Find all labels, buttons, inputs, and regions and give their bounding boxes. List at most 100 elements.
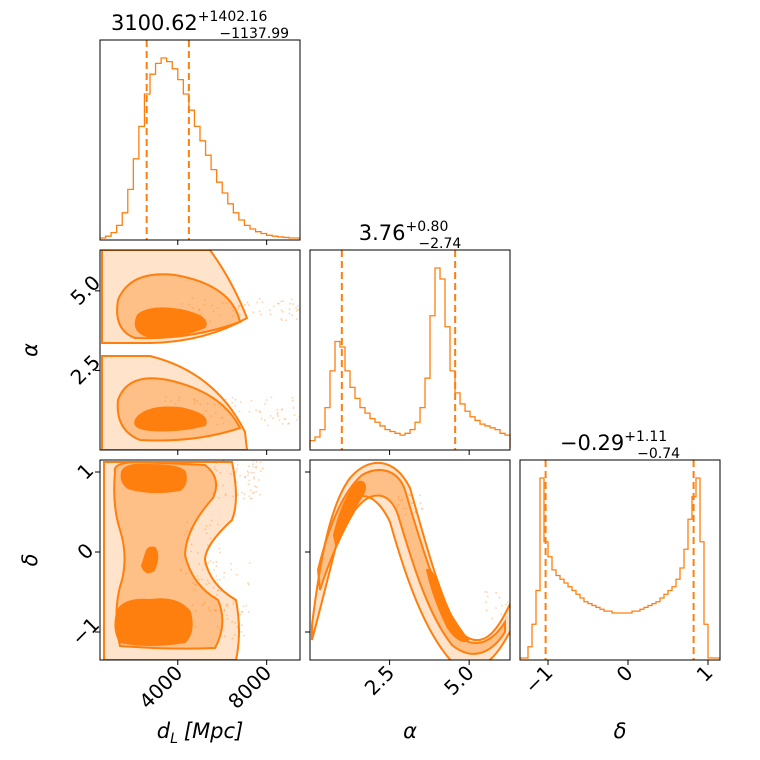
scatter-point [398,503,400,506]
scatter-point [225,605,228,608]
scatter-point [317,312,319,314]
scatter-point [320,420,322,422]
scatter-point [301,304,303,306]
scatter-point [501,605,503,607]
scatter-point [229,472,232,475]
scatter-point [244,303,246,306]
scatter-point [512,608,514,610]
scatter-point [225,603,228,605]
scatter-point [201,568,204,571]
scatter-point [293,414,296,416]
scatter-point [258,310,261,313]
scatter-point [223,608,226,611]
scatter-point [288,422,290,425]
scatter-point [246,470,249,473]
contour-inner-delta-alpha-lower [425,568,470,643]
scatter-point [269,313,272,316]
scatter-point [237,305,240,308]
scatter-point [512,580,514,582]
scatter-point [259,470,262,472]
panel-delta-vs-dL: 4000 8000 −1 0 1 [66,458,301,714]
scatter-point [213,569,215,571]
scatter-point [272,417,274,420]
scatter-point [317,421,319,423]
scatter-point [215,593,218,596]
scatter-point [212,310,215,313]
scatter-point [210,519,213,522]
scatter-point [295,309,298,312]
scatter-point [241,491,243,494]
scatter-point [164,400,167,402]
scatter-point [313,400,315,402]
scatter-point [209,609,211,612]
scatter-point [191,306,194,309]
scatter-point [258,410,261,413]
scatter-point [230,562,232,565]
scatter-point [208,582,210,585]
xtick-label-alpha: 2.5 [360,661,399,700]
scatter-point [217,589,220,591]
scatter-point [194,583,197,586]
scatter-point [267,424,269,427]
panel-alpha-vs-dL: 2.5 5.0 [66,249,341,455]
scatter-point [282,300,285,303]
scatter-point [292,303,295,305]
scatter-point [254,485,257,488]
scatter-point [327,314,329,316]
scatter-point [258,297,261,300]
scatter-point [486,595,489,598]
scatter-point [276,413,279,416]
scatter-point [203,299,206,301]
scatter-point [399,499,402,502]
scatter-point [326,302,328,304]
scatter-point [278,419,281,422]
scatter-point [232,602,235,605]
frame-dL-histogram [99,39,301,241]
scatter-point [237,307,240,310]
scatter-point [333,398,335,400]
scatter-point [206,402,209,405]
ytick-label-alpha: 2.5 [66,350,105,389]
scatter-point [328,420,330,422]
scatter-point [223,408,226,411]
scatter-point [170,400,173,402]
scatter-point [268,309,271,312]
scatter-point [495,591,497,594]
scatter-point [231,620,234,623]
scatter-point [248,479,251,482]
scatter-point [164,396,167,399]
scatter-point [226,604,229,607]
scatter-point [222,422,225,425]
frame-delta-vs-alpha [309,459,511,661]
scatter-point [253,491,255,494]
scatter-point [209,320,212,323]
scatter-point [289,302,291,305]
scatter-point [321,319,323,321]
xtick-label-alpha: 5.0 [439,661,478,700]
scatter-point [209,537,212,540]
xlabel-delta: δ [614,719,627,743]
panel-dL-histogram: 3100.62+1402.16 −1137.99 [99,9,301,245]
xtick-label-dL: 8000 [223,661,276,714]
scatter-point [223,610,226,612]
scatter-point [302,307,304,309]
frame-alpha-vs-dL [99,249,301,451]
scatter-point [236,468,238,470]
ylabel-alpha: α [18,343,42,357]
scatter-point [231,637,234,640]
scatter-point [248,465,250,468]
scatter-point [214,412,217,415]
scatter-point [210,304,213,307]
xtick-label-delta: −1 [520,661,558,699]
scatter-point [193,402,196,405]
scatter-point [215,575,218,577]
title-delta: −0.29+1.11 −0.74 [560,429,680,462]
scatter-point [395,504,398,507]
scatter-point [204,528,207,531]
scatter-point [485,609,488,612]
scatter-point [287,423,289,425]
scatter-point [280,318,283,320]
scatter-point [339,302,341,304]
scatter-point [239,314,241,316]
